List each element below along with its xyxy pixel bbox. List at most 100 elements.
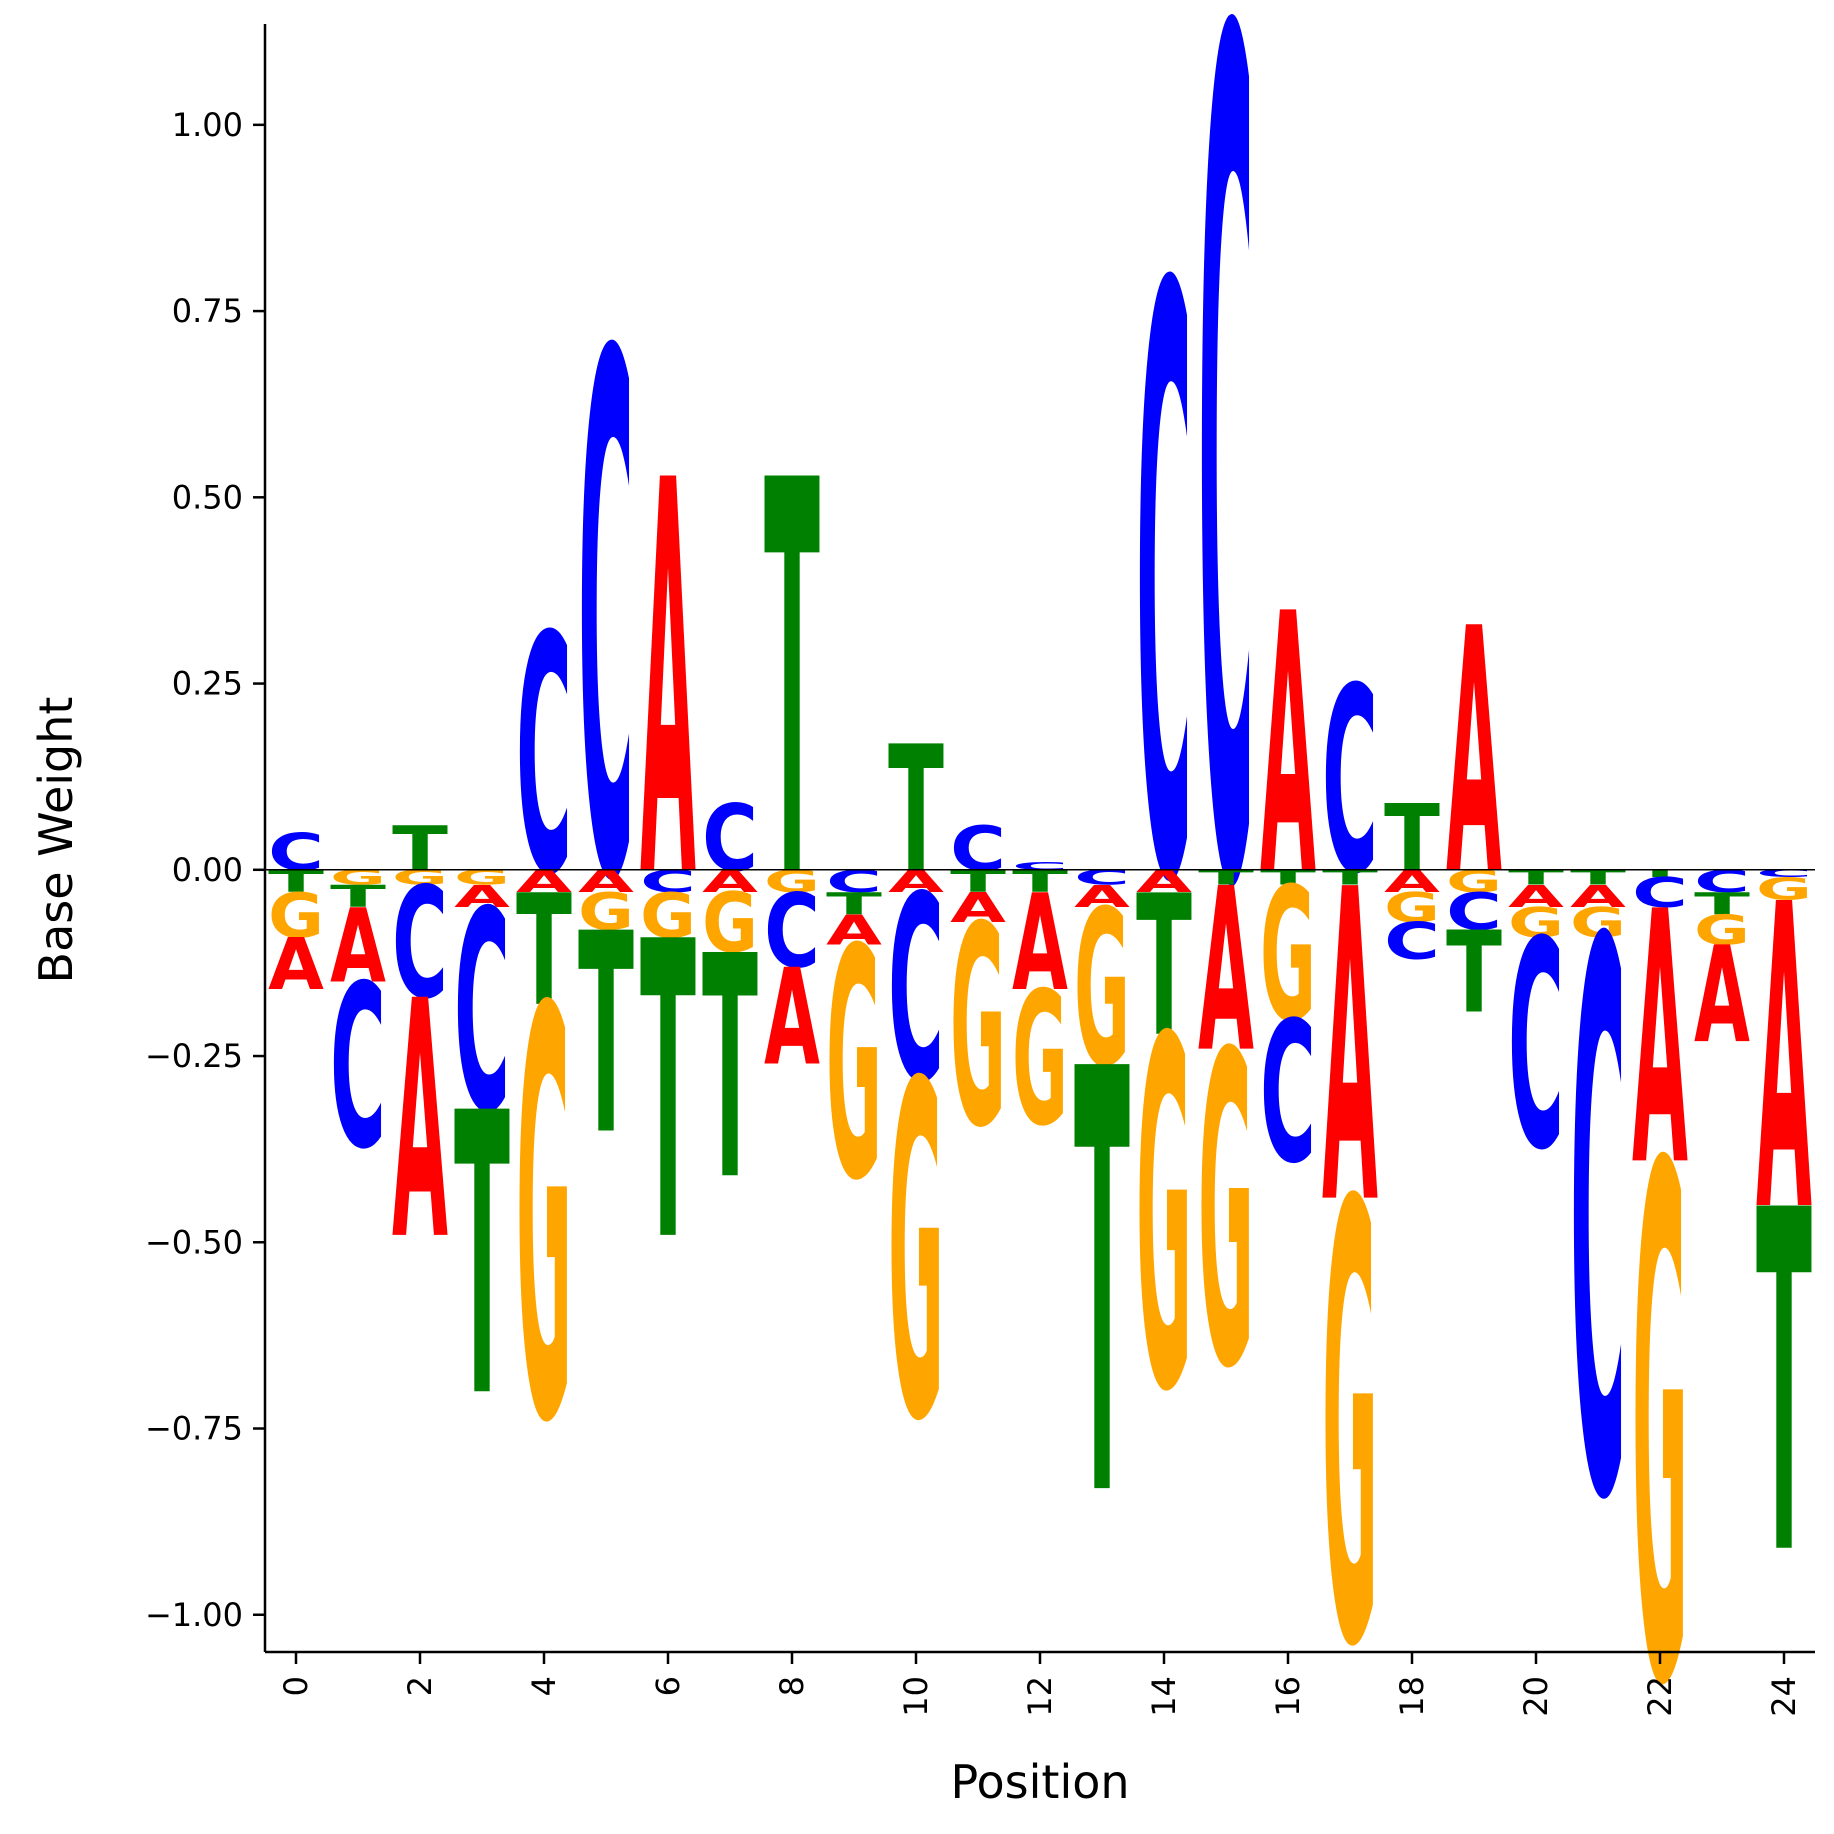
logo-letter-g-pos9: G [826,882,882,1250]
logo-letter-a-pos9: A [826,907,883,954]
x-tick-label: 24 [1765,1676,1803,1717]
logo-letter-t-pos6: T [640,858,696,1332]
logo-letter-g-pos2: G [392,866,448,890]
logo-letter-t-pos15: T [1198,866,1254,890]
logo-letter-a-pos24: A [1756,816,1812,1304]
x-axis-title: Position [950,1755,1129,1809]
x-tick-label: 22 [1641,1676,1679,1717]
x-tick-label: 16 [1269,1676,1307,1717]
logo-letter-c-pos15: C [1198,0,1254,1142]
logo-letter-c-pos17: C [1322,634,1378,931]
logo-letter-c-pos5: C [578,207,634,1038]
logo-letter-t-pos17: T [1322,866,1378,890]
x-tick-label: 6 [649,1676,687,1696]
logo-letter-t-pos5: T [578,874,634,1195]
y-tick-label: −0.25 [145,1037,243,1075]
logo-letter-g-pos18: G [1384,885,1440,932]
logo-letter-t-pos18: T [1384,784,1440,892]
logo-letter-a-pos0: A [268,922,324,1006]
logo-letter-g-pos24: G [1756,872,1812,907]
logo-letter-a-pos2: A [392,932,448,1312]
logo-letter-c-pos3: C [454,852,510,1174]
logo-letter-c-pos10: C [888,843,944,1140]
logo-letter-a-pos6: A [640,368,696,997]
logo-letter-t-pos10: T [888,709,944,911]
logo-letter-c-pos20: C [1508,882,1564,1214]
logo-letter-t-pos9: T [826,886,882,922]
logo-letter-t-pos1: T [330,879,386,915]
y-axis-title: Base Weight [29,697,83,984]
logo-letter-t-pos16: T [1260,866,1316,890]
logo-letter-g-pos15: G [1198,965,1254,1464]
logo-letter-g-pos16: G [1260,848,1316,1063]
x-tick-label: 4 [525,1676,563,1696]
logo-letter-t-pos19: T [1446,908,1502,1038]
y-tick-label: −0.75 [145,1410,243,1448]
logo-letter-g-pos22: G [1632,1021,1688,1834]
logo-letter-c-pos11: C [950,814,1006,885]
logo-letter-c-pos2: C [392,855,448,1034]
logo-letter-c-pos24: C [1756,868,1812,880]
logo-letter-c-pos0: C [268,823,324,882]
logo-letter-c-pos18: C [1384,913,1440,972]
logo-letter-c-pos12: C [1012,860,1068,872]
y-tick-label: 1.00 [172,106,243,144]
x-tick-label: 12 [1021,1676,1059,1717]
x-tick-label: 0 [277,1676,315,1696]
x-tick-label: 10 [897,1676,935,1717]
y-tick-label: 0.75 [172,292,243,330]
logo-letter-t-pos14: T [1136,855,1192,1080]
logo-letter-g-pos3: G [454,866,510,890]
logo-letter-c-pos14: C [1136,124,1192,1062]
y-tick-label: −0.50 [145,1223,243,1261]
y-tick-label: 0.25 [172,665,243,703]
logo-letter-g-pos14: G [1136,939,1192,1498]
logo-letter-g-pos12: G [1012,952,1068,1167]
logo-letter-c-pos19: C [1446,883,1502,942]
logo-letter-c-pos7: C [702,785,758,892]
logo-letter-g-pos0: G [268,881,324,952]
logo-letter-g-pos17: G [1322,1079,1378,1780]
logo-letter-g-pos20: G [1508,900,1564,947]
logo-letter-a-pos16: A [1260,538,1316,954]
logo-letter-g-pos7: G [702,876,758,972]
logo-letter-t-pos23: T [1694,886,1750,922]
y-tick-label: 0.00 [172,851,243,889]
logo-letter-a-pos8: A [764,942,820,1096]
axes: −1.00 −0.75 −0.50 −0.25 0.00 0.25 0.50 0.75 1.00… [145,24,1815,1717]
logo-letter-g-pos11: G [950,869,1006,1189]
logo-letter-c-pos22: C [1632,870,1688,917]
x-tick-label: 2 [401,1676,439,1696]
x-tick-label: 8 [773,1676,811,1696]
logo-letter-a-pos13: A [1074,879,1130,914]
logo-letter-t-pos4: T [516,862,572,1040]
logo-letter-c-pos13: C [1074,866,1130,890]
logo-letter-g-pos10: G [888,988,944,1522]
logo-letter-t-pos8: T [764,369,820,998]
logo-letter-a-pos15: A [1198,841,1254,1102]
logo-letter-c-pos1: C [330,936,386,1199]
logo-letter-t-pos20: T [1508,866,1564,890]
logo-letter-g-pos1: G [330,866,386,890]
x-tick-label: 18 [1393,1676,1431,1717]
logo-letter-t-pos2: T [392,814,448,885]
y-tick-label: 0.50 [172,478,243,516]
logo-letter-c-pos8: C [764,873,820,992]
logo-letter-t-pos22: T [1632,868,1688,880]
logo-letter-a-pos1: A [330,887,386,1006]
logo-letter-a-pos23: A [1694,919,1750,1073]
logo-letter-t-pos13: T [1074,948,1130,1626]
logo-letter-a-pos17: A [1322,802,1378,1300]
logo-letter-a-pos22: A [1632,839,1688,1243]
logo-letter-a-pos19: A [1446,559,1502,950]
logo-letter-c-pos4: C [516,567,572,947]
logo-letter-g-pos6: G [640,881,696,952]
logo-letter-a-pos21: A [1570,879,1626,914]
logo-letter-a-pos12: A [1012,867,1068,1021]
x-tick-label: 14 [1145,1676,1183,1717]
logo-letter-c-pos16: C [1260,980,1316,1206]
logo-letter-g-pos21: G [1570,900,1626,947]
logo-letter-t-pos3: T [454,1033,510,1484]
logo-letter-c-pos21: C [1570,787,1626,1666]
